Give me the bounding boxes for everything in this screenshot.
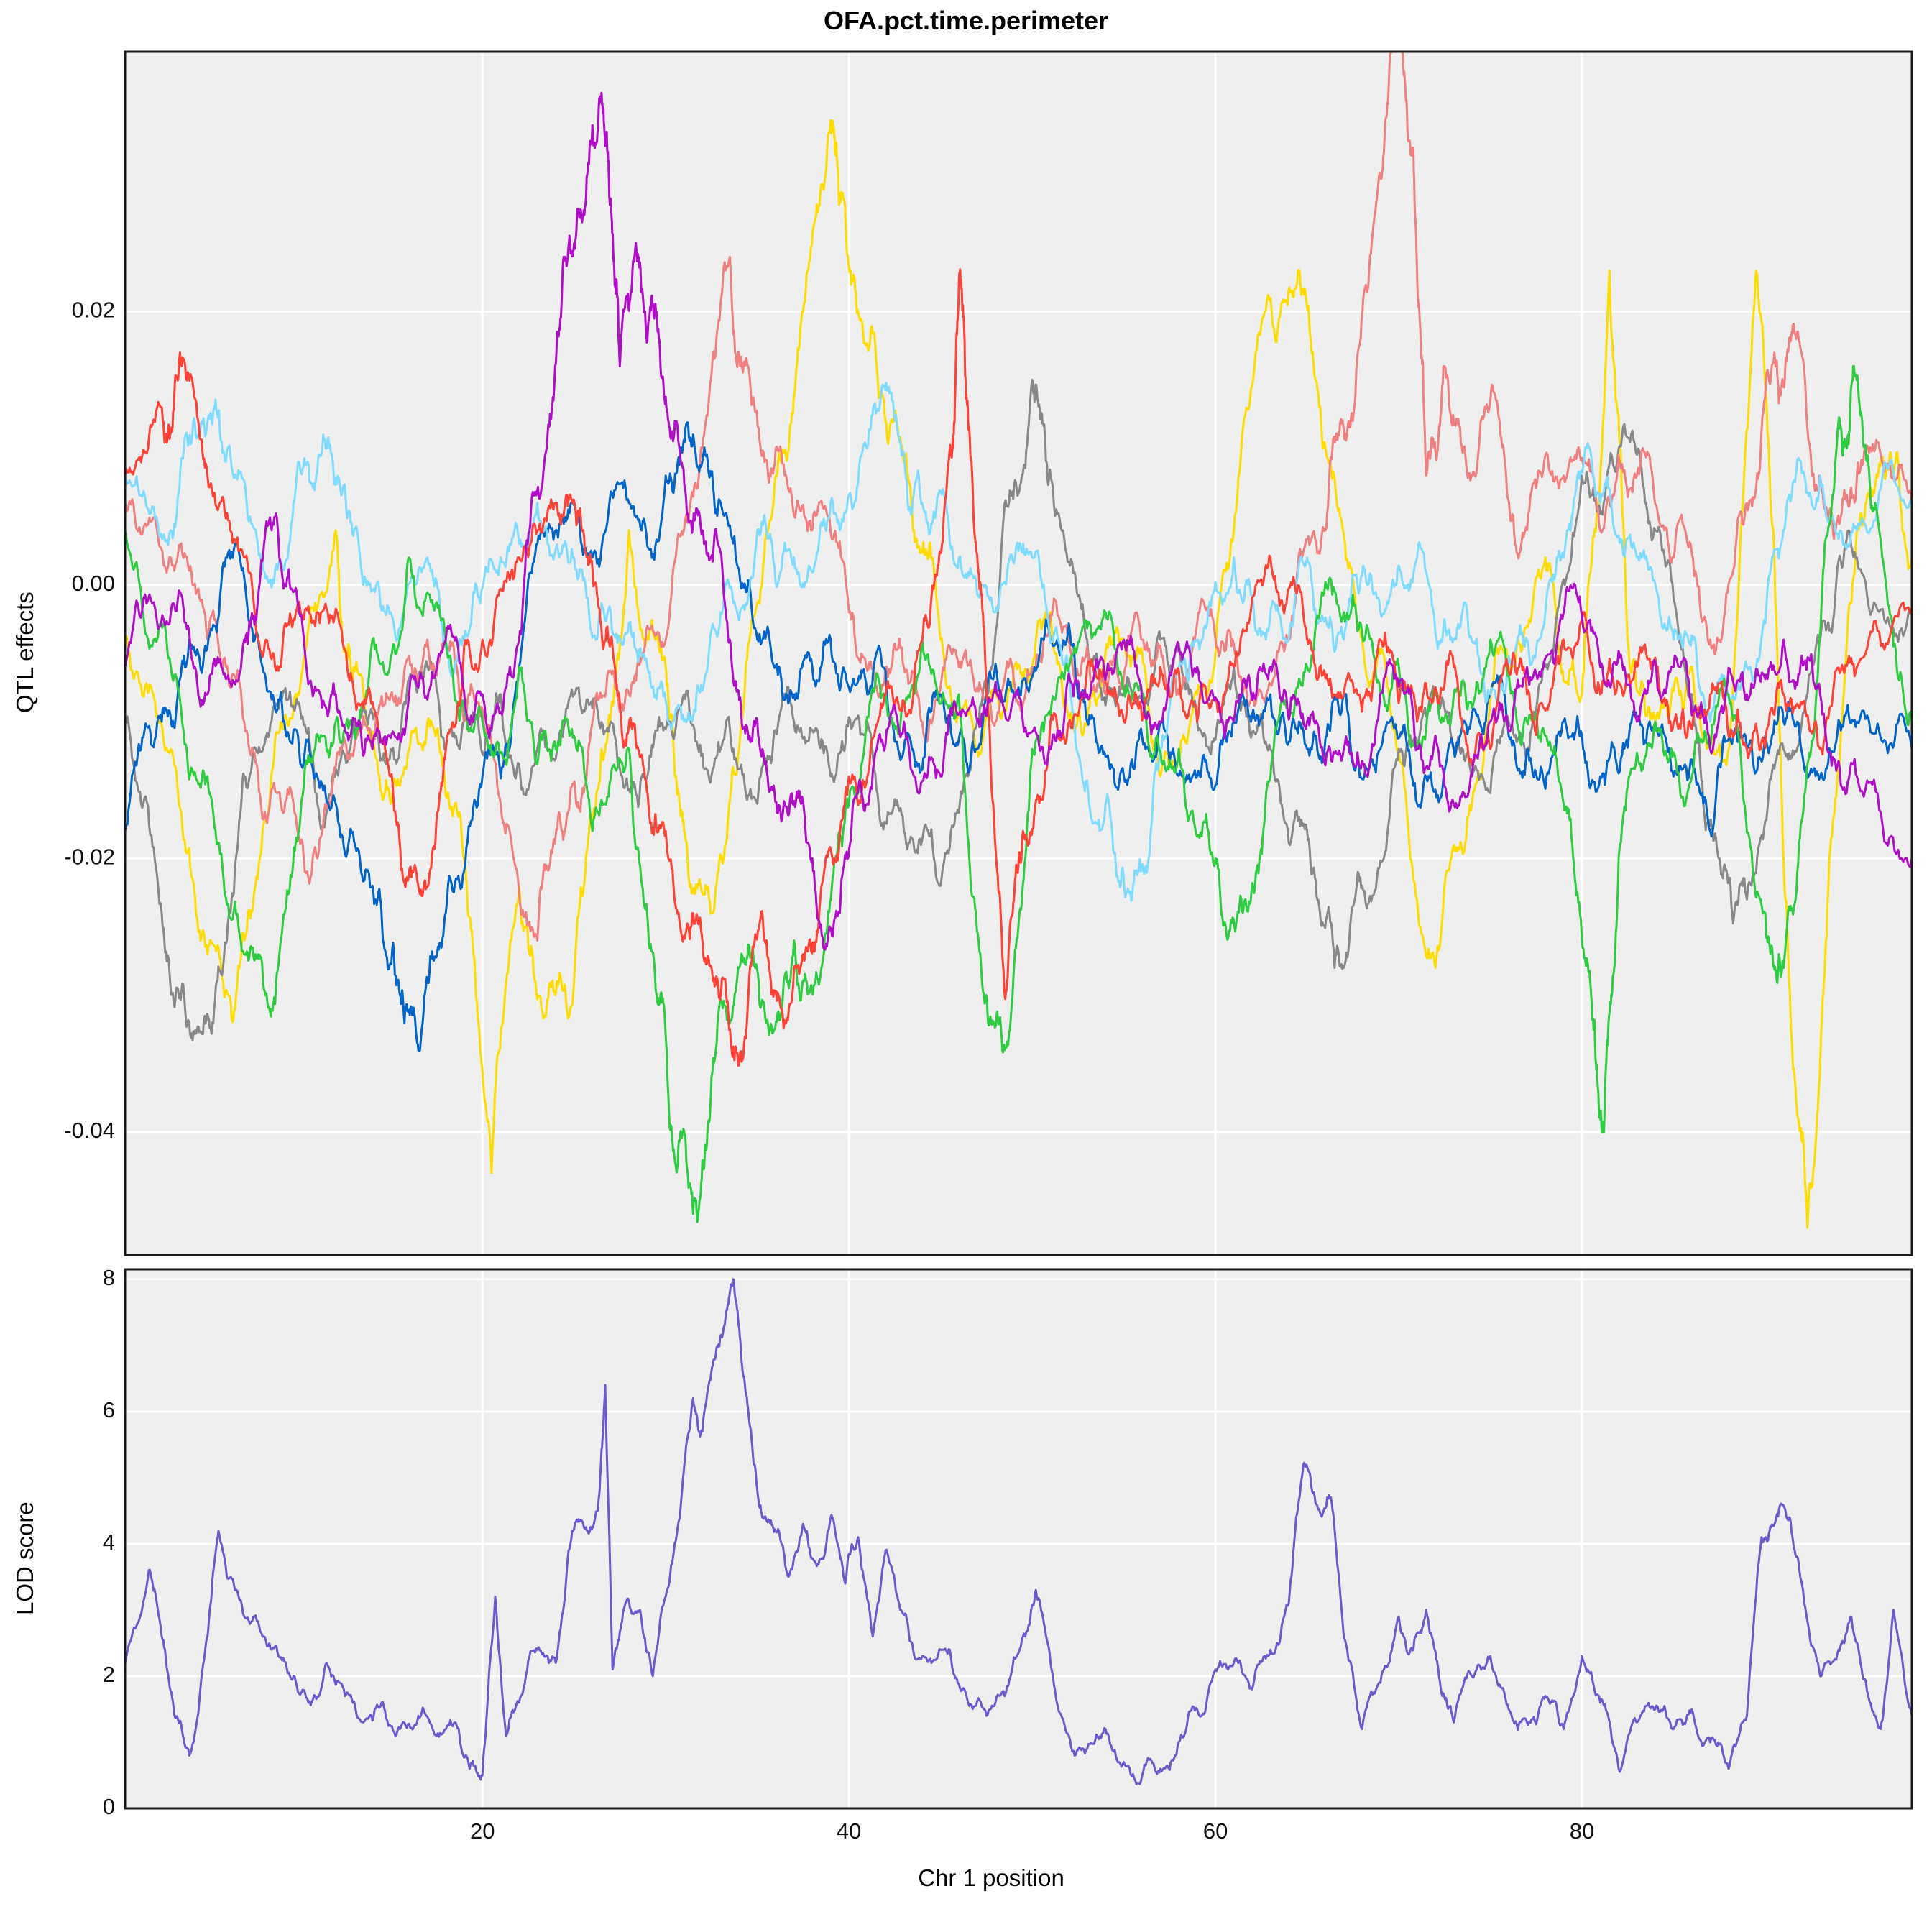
y-tick-label: 0 [103,1794,115,1819]
qtl-effects-panel: QTL effects -0.04 -0.02 0.00 0.02 [0,42,1932,1264]
panel-border [124,50,1913,1256]
lod-panel: LOD score 0 2 4 6 8 20 40 60 80 [0,1264,1932,1853]
x-axis-label: Chr 1 position [918,1864,1064,1891]
x-tick-label: 60 [1203,1818,1228,1844]
panel-border [124,1268,1913,1810]
lod-plot-holder: 0 2 4 6 8 20 40 60 80 [50,1264,1932,1853]
y-tick-label: 6 [103,1397,115,1422]
series-group [125,1278,1912,1785]
series-group [125,52,1912,1229]
series-salmon [125,52,1912,942]
series-LOD [125,1278,1912,1785]
chart-title: OFA.pct.time.perimeter [823,6,1109,35]
x-tick-label: 40 [837,1818,861,1844]
y-tick-label: 0.00 [72,571,115,596]
series-gray [125,379,1912,1041]
qtl-effects-plot: -0.04 -0.02 0.00 0.02 [64,50,1913,1256]
series-red [125,268,1912,1067]
series-green [125,364,1912,1223]
y-tick-label: 4 [103,1530,115,1555]
series-purple [125,91,1912,951]
lod-plot: 0 2 4 6 8 20 40 60 80 [103,1265,1913,1844]
series-yellow [125,119,1912,1229]
x-tick-label: 20 [470,1818,494,1844]
y-tick-label: 0.02 [72,298,115,323]
y-tick-label: 2 [103,1662,115,1687]
x-tick-label: 80 [1570,1818,1594,1844]
y-tick-label: -0.02 [64,845,115,870]
y-tick-label: -0.04 [64,1118,115,1143]
qtl-effects-ylabel: QTL effects [12,592,38,714]
lod-ylabel: LOD score [12,1501,38,1615]
panel-background [124,50,1913,1256]
panel-background [124,1268,1913,1810]
qtl-effects-plot-holder: -0.04 -0.02 0.00 0.02 [50,42,1932,1264]
series-blue [125,421,1912,1052]
y-tick-label: 8 [103,1265,115,1290]
